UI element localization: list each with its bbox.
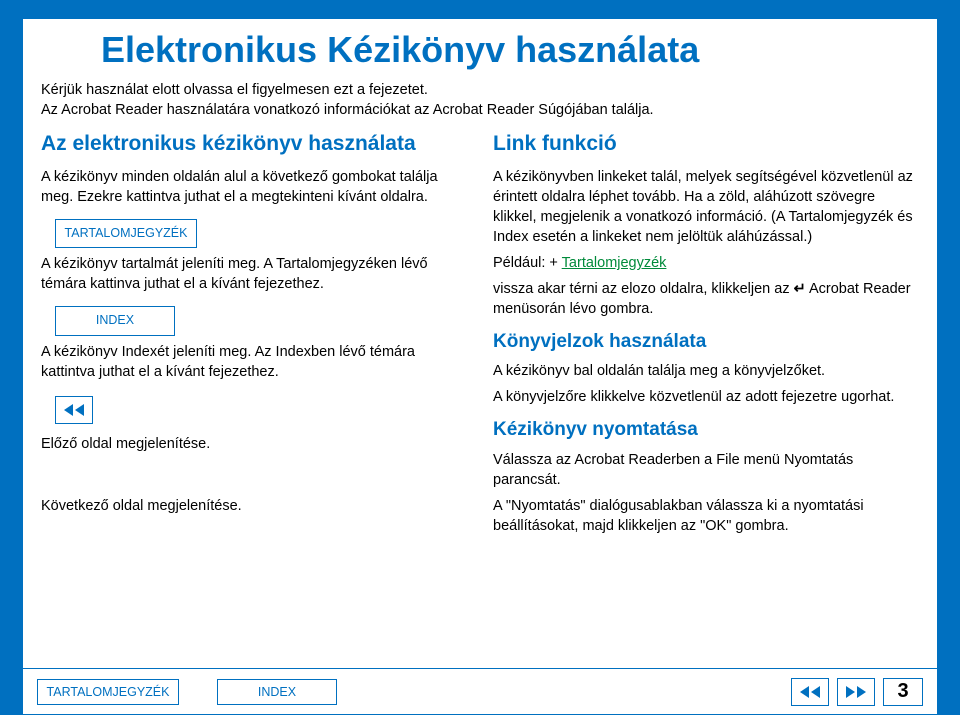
right-p2: A kézikönyv bal oldalán találja meg a kö… (493, 361, 919, 381)
back-arrow-icon: ↵ (794, 281, 806, 297)
heading-bookmarks: Könyvjelzok használata (493, 329, 919, 355)
double-left-icon (64, 404, 84, 416)
right-heading: Link funkció (493, 130, 919, 159)
right-p5: A "Nyomtatás" dialógusablakban válassza … (493, 496, 919, 536)
footer-bar: TARTALOMJEGYZÉK INDEX 3 (23, 668, 937, 714)
page-title: Elektronikus Kézikönyv használata (23, 19, 937, 81)
left-p3: A kézikönyv Indexét jeleníti meg. Az Ind… (41, 342, 467, 382)
index-button[interactable]: INDEX (55, 306, 175, 335)
right-column: Link funkció A kézikönyvben linkeket tal… (493, 130, 919, 541)
example-prefix: Például: + (493, 255, 562, 271)
heading-print: Kézikönyv nyomtatása (493, 417, 919, 443)
footer-index-button[interactable]: INDEX (217, 679, 337, 705)
footer-nav: 3 (791, 678, 923, 706)
right-p1b-wrap: vissza akar térni az elozo oldalra, klik… (493, 279, 919, 319)
left-column: Az elektronikus kézikönyv használata A k… (41, 130, 467, 541)
left-heading: Az elektronikus kézikönyv használata (41, 130, 467, 159)
intro-line-1: Kérjük használat elott olvassa el figyel… (41, 81, 919, 101)
right-p3: A könyvjelzőre klikkelve közvetlenül az … (493, 387, 919, 407)
footer-next-button[interactable] (837, 678, 875, 706)
intro-block: Kérjük használat elott olvassa el figyel… (23, 81, 937, 128)
example-link[interactable]: Tartalomjegyzék (562, 255, 667, 271)
next-label: Következő oldal megjelenítése. (41, 496, 467, 516)
intro-line-2: Az Acrobat Reader használatára vonatkozó… (41, 101, 919, 121)
prev-page-button[interactable] (55, 396, 93, 424)
page-number: 3 (883, 678, 923, 706)
right-p1a: A kézikönyvben linkeket talál, melyek se… (493, 167, 919, 247)
left-p1: A kézikönyv minden oldalán alul a követk… (41, 167, 467, 207)
left-p2: A kézikönyv tartalmát jeleníti meg. A Ta… (41, 254, 467, 294)
right-p4: Válassza az Acrobat Readerben a File men… (493, 450, 919, 490)
double-left-icon (800, 686, 820, 698)
right-p1b: vissza akar térni az elozo oldalra, klik… (493, 281, 794, 297)
prev-label: Előző oldal megjelenítése. (41, 434, 467, 454)
footer-prev-button[interactable] (791, 678, 829, 706)
footer-toc-button[interactable]: TARTALOMJEGYZÉK (37, 679, 179, 705)
example-line: Például: + Tartalomjegyzék (493, 253, 919, 273)
double-right-icon (846, 686, 866, 698)
toc-button[interactable]: TARTALOMJEGYZÉK (55, 219, 197, 248)
content-area: Elektronikus Kézikönyv használata Kérjük… (22, 18, 938, 715)
